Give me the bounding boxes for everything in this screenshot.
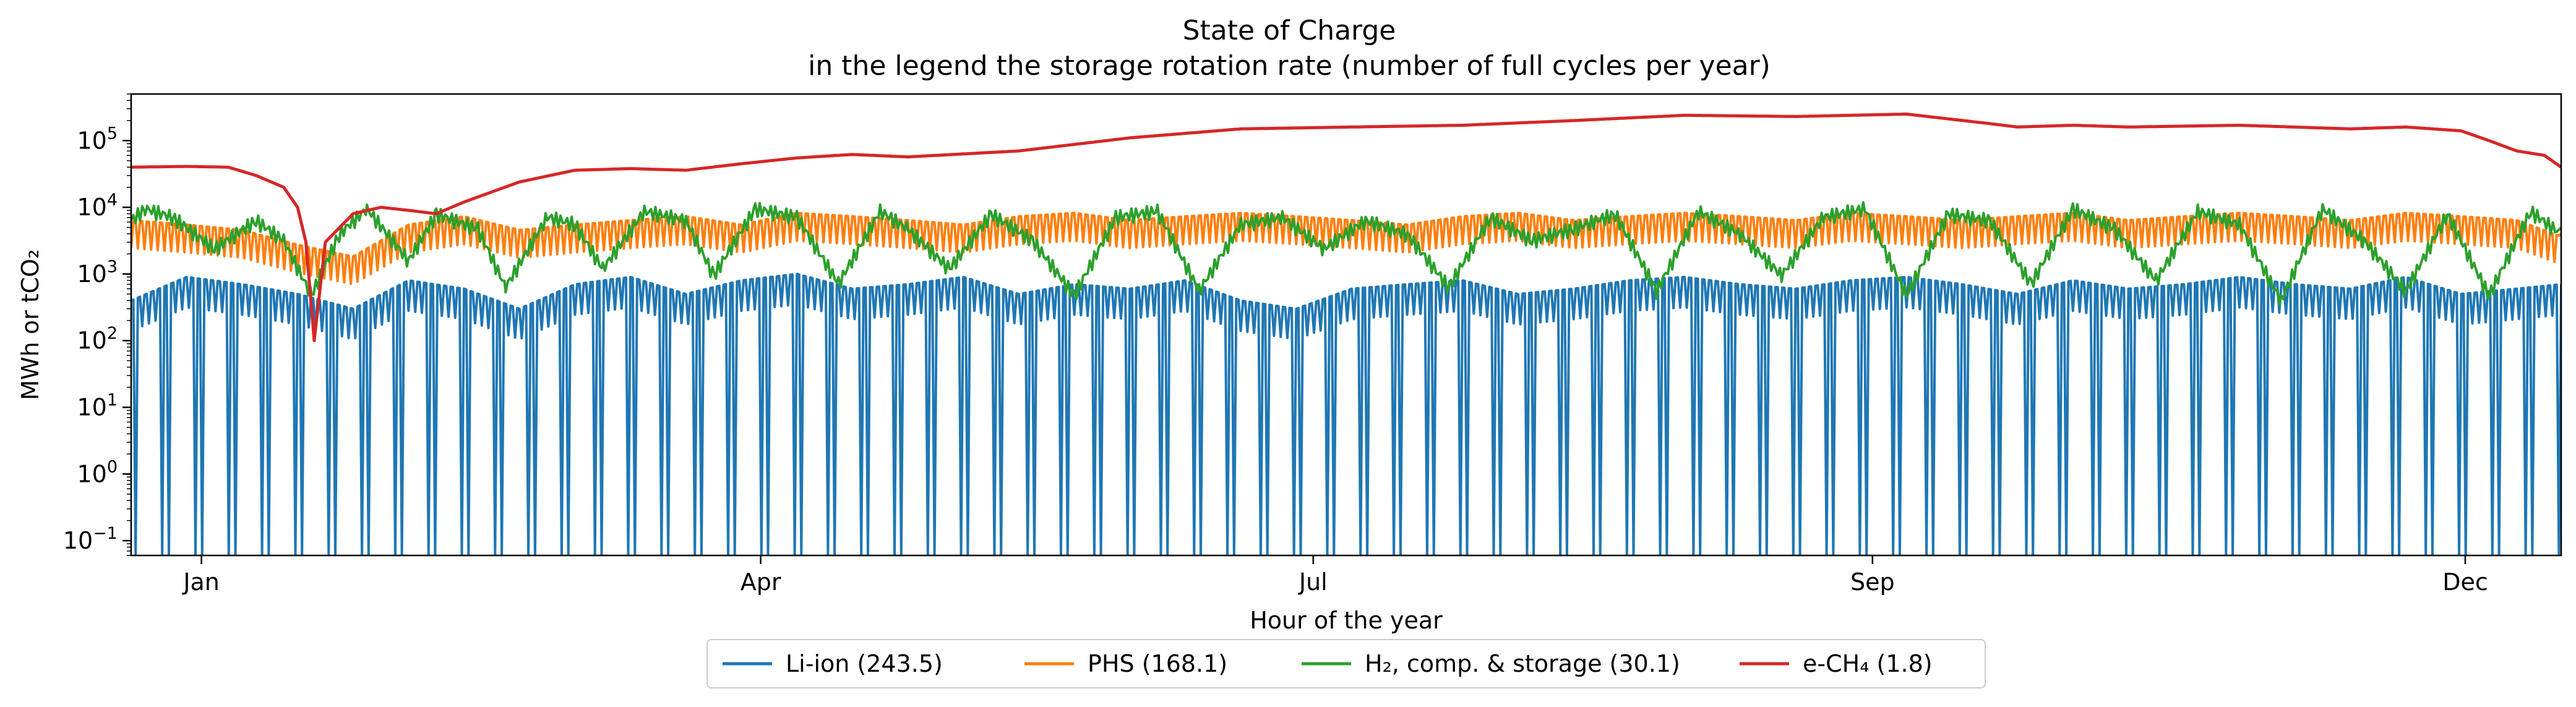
series-layer bbox=[131, 112, 2561, 555]
y-axis-label: MWh or tCO₂ bbox=[17, 249, 44, 400]
y-tick-label: 100 bbox=[77, 457, 118, 487]
y-tick-label: 102 bbox=[77, 324, 118, 354]
series-h2 bbox=[131, 201, 2561, 306]
series-e-ch4 bbox=[131, 112, 2561, 343]
legend-label: PHS (168.1) bbox=[1088, 650, 1227, 677]
y-tick-label: 101 bbox=[77, 391, 118, 421]
x-tick-label: Apr bbox=[741, 568, 781, 596]
series-li-ion bbox=[131, 272, 2561, 555]
chart-subtitle: in the legend the storage rotation rate … bbox=[808, 50, 1771, 82]
legend-label: Li-ion (243.5) bbox=[786, 650, 943, 677]
legend-label: e-CH₄ (1.8) bbox=[1803, 650, 1933, 677]
x-axis: Jan Apr Jul Sep Dec bbox=[182, 555, 2488, 596]
y-tick-label: 103 bbox=[77, 257, 118, 288]
axes-frame bbox=[130, 93, 2562, 557]
y-tick-label: 10−1 bbox=[63, 524, 118, 554]
x-tick-label: Sep bbox=[1850, 568, 1895, 596]
x-tick-label: Jan bbox=[182, 568, 220, 596]
x-tick-label: Dec bbox=[2442, 568, 2488, 596]
legend: Li-ion (243.5) PHS (168.1) H₂, comp. & sto… bbox=[706, 639, 1986, 688]
y-tick-label: 104 bbox=[77, 191, 118, 221]
plot-area bbox=[130, 93, 2562, 557]
chart-title: State of Charge bbox=[1183, 15, 1396, 46]
y-axis: 10−1 100 101 102 103 104 105 bbox=[63, 93, 131, 556]
x-axis-label: Hour of the year bbox=[1250, 607, 1443, 634]
y-tick-label: 105 bbox=[77, 124, 118, 154]
legend-label: H₂, comp. & storage (30.1) bbox=[1365, 650, 1680, 677]
x-tick-label: Jul bbox=[1298, 568, 1328, 596]
series-phs bbox=[131, 212, 2561, 285]
